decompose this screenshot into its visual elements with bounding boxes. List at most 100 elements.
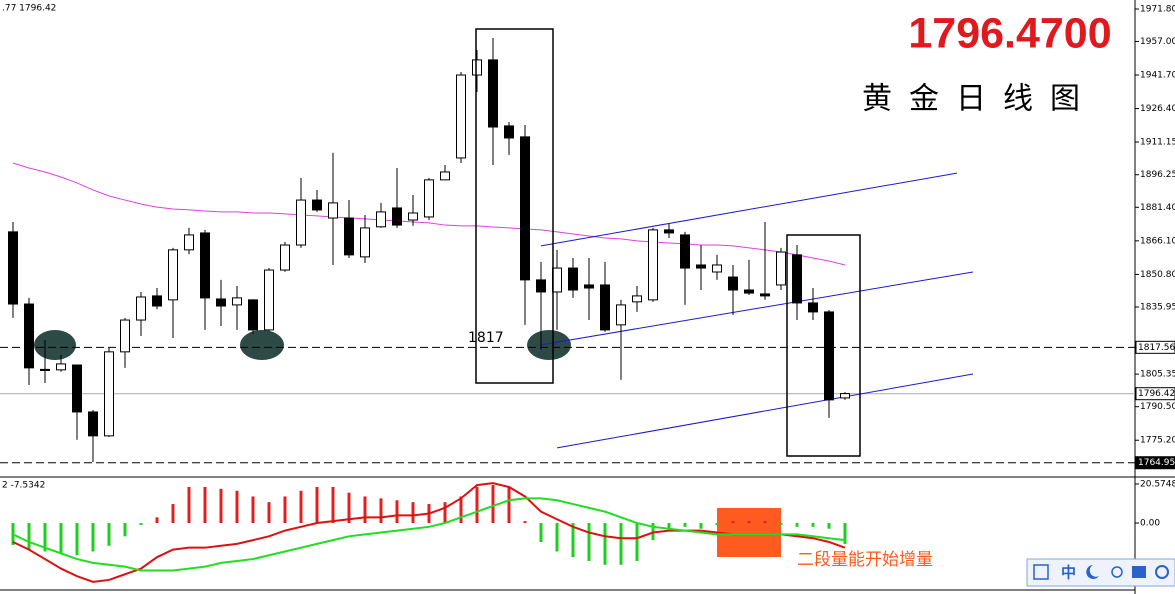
candle-body (200, 232, 210, 299)
candle-body (472, 59, 482, 76)
y-tick-label: 1957.00 (1140, 37, 1175, 47)
candle-body (600, 284, 610, 331)
plot: 1971.80 1957.00 1941.70 1926.40 1911.15 1896.… (0, 4, 1175, 583)
y-tick-label: 1775.20 (1140, 436, 1175, 446)
candle-body (152, 295, 162, 307)
candle-body (104, 351, 114, 437)
candle-body (440, 171, 450, 181)
candle-body (824, 311, 834, 401)
y-tick-label: 1926.40 (1140, 104, 1175, 114)
candle-body (328, 202, 338, 219)
candle-body (808, 302, 818, 313)
toolbar-icon[interactable] (1155, 565, 1169, 579)
candle-body (312, 199, 322, 211)
y-tick-label: 1941.70 (1140, 71, 1175, 81)
candle-body (776, 251, 786, 286)
y-tick-label: 1805.35 (1140, 370, 1175, 380)
candle-body (344, 217, 354, 256)
candle-body (456, 74, 466, 159)
price-label: 1764.95 (1138, 458, 1175, 468)
candle-body (424, 179, 434, 218)
price-label-box (1135, 340, 1175, 354)
y-tick-label: 1911.15 (1140, 138, 1175, 148)
candle-body (696, 264, 706, 269)
candle-body (536, 279, 546, 293)
candle-body (840, 393, 850, 399)
candle-body (760, 293, 770, 297)
price-label: 1796.42 (1138, 389, 1175, 399)
candle-body (568, 267, 578, 291)
candle-body (88, 411, 98, 437)
candle-body (632, 295, 642, 303)
trendline (540, 172, 958, 247)
candle-body (552, 267, 562, 293)
chart-subtitle: 黄金日线图 (862, 82, 1097, 117)
candle-body (264, 269, 274, 331)
box (786, 234, 861, 457)
price-label-box (1135, 387, 1175, 401)
candle-body (360, 227, 370, 258)
candle-body (616, 304, 626, 326)
candle-body (40, 368, 50, 371)
candle-body (792, 254, 802, 304)
toolbar-icon[interactable] (1111, 566, 1123, 578)
trendline (540, 271, 974, 346)
y-tick-label: 1850.80 (1140, 270, 1175, 280)
candle-body (584, 284, 594, 289)
candle-body (728, 276, 738, 291)
header: .77 1796.42 (2, 4, 56, 14)
candle-body (520, 136, 530, 281)
y-tick-label: 20.5748 (1140, 479, 1175, 489)
candle-body (408, 212, 418, 221)
candle-body (72, 364, 82, 413)
price-label: 1817.56 (1138, 343, 1175, 353)
candle-body (488, 59, 498, 128)
trendline (556, 373, 974, 449)
candle-body (680, 234, 690, 269)
candle-body (248, 299, 258, 331)
y-tick-label: 0.00 (1140, 519, 1160, 529)
y-tick-label: 1866.10 (1140, 236, 1175, 246)
candle-body (216, 298, 226, 307)
marker-ellipse (240, 330, 284, 360)
box (475, 28, 554, 384)
overlay: .77 1796.42 2 -7.5342 1796.4700 黄金日线图 18… (2, 4, 1175, 587)
chart-title: 1796.4700 (908, 9, 1111, 57)
candle-body (712, 264, 722, 273)
candle-body (664, 229, 674, 234)
candle-body (168, 249, 178, 301)
highlight-box (717, 508, 781, 557)
candle-body (232, 297, 242, 306)
toolbar-lang[interactable]: 中 (1061, 564, 1076, 582)
annotation: 二段量能开始增量 (797, 550, 933, 570)
candle-body (136, 296, 146, 321)
candle-body (280, 244, 290, 271)
marker-ellipse (527, 330, 571, 360)
y-tick-label: 1881.40 (1140, 203, 1175, 213)
candle-body (504, 125, 514, 139)
toolbar-icon[interactable] (1033, 564, 1049, 580)
annotation: 1817 (468, 330, 504, 346)
toolbar-icon[interactable] (1086, 565, 1099, 579)
y-tick-label: 1896.25 (1140, 170, 1175, 180)
macd-header: 2 -7.5342 (2, 481, 45, 491)
candle-body (24, 303, 34, 369)
y-tick-label: 1790.50 (1140, 402, 1175, 412)
candle-body (392, 207, 402, 226)
candle-body (648, 229, 658, 301)
marker-ellipse (34, 330, 76, 360)
price-label-box (1135, 456, 1175, 470)
y-tick-label: 1835.95 (1140, 302, 1175, 312)
macd-line (12, 497, 846, 572)
candle-body (56, 363, 66, 371)
candle-body (376, 211, 386, 228)
candle-body (184, 234, 194, 251)
candle-body (120, 319, 130, 353)
toolbar-icon[interactable] (1132, 566, 1146, 578)
y-tick-label: 1971.80 (1140, 4, 1175, 14)
toolbar (1026, 558, 1175, 587)
